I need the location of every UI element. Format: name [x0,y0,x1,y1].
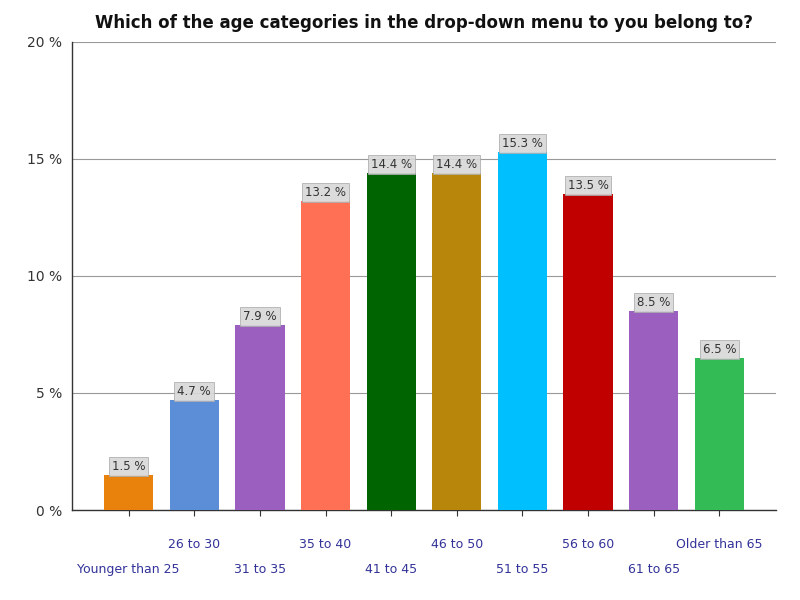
Text: 61 to 65: 61 to 65 [628,563,680,576]
Text: 56 to 60: 56 to 60 [562,538,614,551]
Text: 15.3 %: 15.3 % [502,137,543,149]
Text: 7.9 %: 7.9 % [243,310,277,323]
Bar [235,325,285,510]
Bar [301,201,350,510]
Text: 4.7 %: 4.7 % [178,385,211,398]
Text: 14.4 %: 14.4 % [436,158,478,170]
Bar [563,194,613,510]
Bar [170,400,219,510]
Bar [629,311,678,510]
Text: 35 to 40: 35 to 40 [299,538,352,551]
Text: 41 to 45: 41 to 45 [365,563,418,576]
Text: 8.5 %: 8.5 % [637,296,670,309]
Bar [498,152,547,510]
Title: Which of the age categories in the drop-down menu to you belong to?: Which of the age categories in the drop-… [95,14,753,32]
Text: 13.2 %: 13.2 % [305,186,346,199]
Bar [104,475,154,510]
Text: Older than 65: Older than 65 [676,538,762,551]
Text: 13.5 %: 13.5 % [568,179,609,192]
Text: 46 to 50: 46 to 50 [430,538,483,551]
Text: Younger than 25: Younger than 25 [78,563,180,576]
Text: 26 to 30: 26 to 30 [168,538,220,551]
Text: 31 to 35: 31 to 35 [234,563,286,576]
Bar [694,358,744,510]
Bar [366,173,416,510]
Text: 1.5 %: 1.5 % [112,460,146,473]
Text: 51 to 55: 51 to 55 [496,563,549,576]
Text: 14.4 %: 14.4 % [370,158,412,170]
Bar [432,173,482,510]
Text: 6.5 %: 6.5 % [702,343,736,356]
